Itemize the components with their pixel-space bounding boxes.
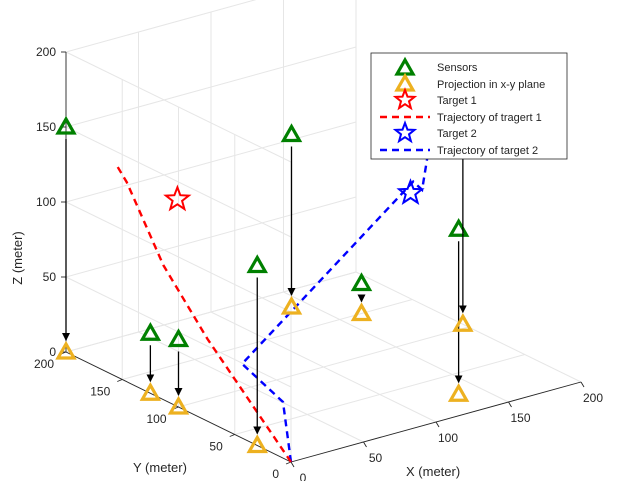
projection-marker-7	[452, 313, 474, 332]
x-tick-mark	[290, 461, 295, 468]
projection-marker-1	[55, 340, 77, 360]
axes: 0 0 0 50 50 50 100 100 100 150 150 150 200 200 200	[34, 45, 603, 481]
x-tick-mark	[508, 401, 512, 408]
trajectory-target-1	[115, 164, 292, 463]
x-tick-mark	[580, 381, 585, 388]
grid-line	[65, 0, 257, 53]
y-tick-label: 0	[272, 467, 279, 481]
grid-line	[65, 121, 357, 203]
legend-symbol-target-1	[392, 87, 418, 111]
y-tick-mark	[117, 379, 123, 382]
projection-marker-8	[350, 302, 373, 322]
legend-symbols	[380, 56, 430, 152]
sensor-marker-1	[55, 115, 77, 135]
z-tick-label: 50	[43, 270, 57, 284]
sensor-marker-5	[280, 123, 303, 143]
grid-line	[65, 51, 292, 163]
x-tick-label: 50	[369, 451, 383, 465]
legend-symbol-target-2	[392, 120, 418, 144]
x-axis-label: X (meter)	[406, 464, 460, 479]
grid-line	[65, 201, 292, 313]
grid-line	[283, 291, 509, 403]
legend-label-trajectory-2: Trajectory of target 2	[437, 145, 538, 157]
y-tick-label: 150	[90, 385, 110, 399]
legend: Sensors Projection in x-y plane Target 1…	[370, 52, 568, 160]
target-2-marker	[396, 178, 425, 206]
projection-marker-5	[280, 295, 303, 315]
legend-label-projection: Projection in x-y plane	[437, 79, 545, 91]
x-tick-label: 100	[438, 431, 458, 445]
sensor-marker-8	[350, 272, 373, 292]
grid-line	[65, 126, 292, 238]
x-tick-mark	[363, 441, 367, 448]
z-tick-label: 0	[49, 345, 56, 359]
trajectory-target-2	[240, 126, 434, 463]
sensor-marker-6	[447, 218, 470, 237]
sensor-marker-4	[246, 254, 269, 274]
projection-marker-4	[246, 434, 269, 454]
grid-line	[65, 46, 357, 128]
x-tick-label: 0	[300, 471, 307, 481]
sensor-marker-2	[139, 322, 162, 341]
sensor-marker-3	[167, 328, 190, 348]
grid-line	[178, 326, 469, 408]
z-tick-label: 200	[36, 45, 56, 59]
x-tick-mark	[435, 421, 440, 428]
x-tick-label: 200	[583, 391, 603, 405]
legend-label-trajectory-1: Trajectory of tragert 1	[437, 112, 542, 124]
plot-area	[55, 88, 474, 463]
grid-line	[122, 299, 413, 380]
z-axis-label: Z (meter)	[10, 231, 25, 284]
y-tick-label: 200	[34, 357, 54, 371]
y-tick-mark	[229, 434, 235, 437]
z-tick-label: 150	[36, 120, 56, 134]
y-axis-label: Y (meter)	[133, 460, 187, 475]
y-tick-label: 50	[209, 440, 223, 454]
legend-label-target-2: Target 2	[437, 128, 477, 140]
projection-marker-3	[167, 395, 190, 415]
legend-label-target-1: Target 1	[437, 95, 477, 107]
projection-marker-6	[447, 383, 470, 402]
target-1-marker	[163, 184, 192, 212]
projection-marker-2	[139, 382, 162, 401]
x-tick-label: 150	[510, 411, 530, 425]
y-tick-label: 100	[146, 412, 166, 426]
z-tick-label: 100	[36, 195, 56, 209]
legend-label-sensors: Sensors	[437, 62, 478, 74]
